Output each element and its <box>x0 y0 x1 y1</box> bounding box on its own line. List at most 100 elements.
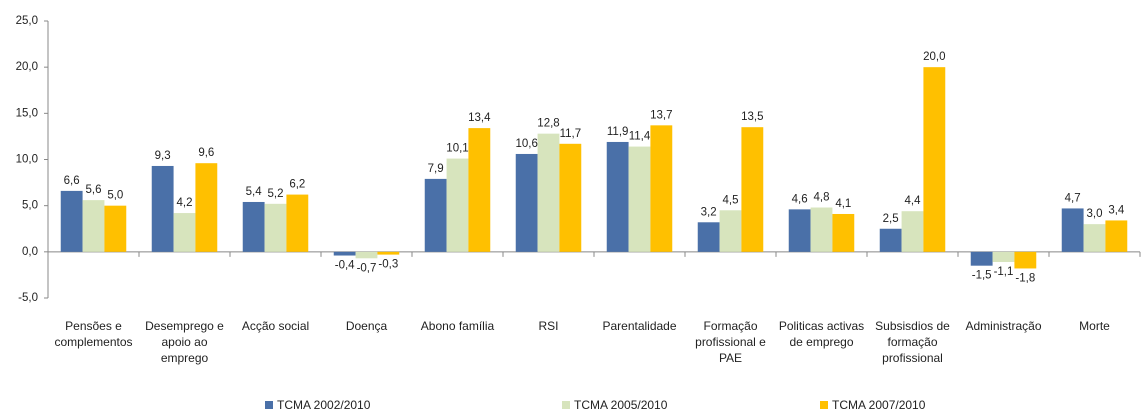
x-tick-label: Desemprego e apoio ao emprego <box>145 319 224 365</box>
bar <box>719 210 742 252</box>
bar <box>286 194 309 252</box>
bar <box>992 251 1015 262</box>
bar <box>628 146 651 252</box>
bar <box>1014 251 1037 269</box>
value-label: 20,0 <box>923 51 945 63</box>
bar <box>264 203 287 252</box>
value-label: 4,4 <box>905 195 922 207</box>
bar <box>355 251 378 259</box>
value-label: 11,4 <box>629 131 651 143</box>
x-tick-label: Morte <box>1079 319 1110 333</box>
bar <box>515 153 538 252</box>
y-tick-label: 10,0 <box>16 154 38 166</box>
x-tick-label: Parentalidade <box>602 319 677 333</box>
legend-item: TCMA 2002/2010 <box>265 398 370 412</box>
bar <box>242 201 265 252</box>
bar <box>741 127 764 252</box>
y-tick-label: 20,0 <box>16 61 38 73</box>
value-label: 6,2 <box>289 179 305 191</box>
bar <box>424 178 447 252</box>
bar <box>901 211 924 252</box>
x-tick-label: Abono família <box>420 319 495 333</box>
bar <box>151 165 174 252</box>
legend-swatch <box>562 401 570 409</box>
x-tick-label: Doença <box>345 319 388 333</box>
value-label: 3,4 <box>1108 204 1125 216</box>
legend-label: TCMA 2007/2010 <box>832 398 926 412</box>
value-label: 4,2 <box>177 197 193 209</box>
x-tick-label: Politicas activas de emprego <box>778 319 865 349</box>
value-label: 9,6 <box>198 147 214 159</box>
bar <box>923 67 946 252</box>
x-tick-label: Acção social <box>241 319 310 333</box>
value-label: 12,8 <box>537 118 559 130</box>
value-label: -1,5 <box>972 270 992 282</box>
value-label: 6,6 <box>64 175 80 187</box>
legend-item: TCMA 2005/2010 <box>562 398 667 412</box>
y-tick-label: 0,0 <box>22 246 38 258</box>
value-label: 13,4 <box>468 112 491 124</box>
value-label: 13,7 <box>650 109 672 121</box>
legend-swatch <box>265 401 273 409</box>
value-label: 7,9 <box>428 163 444 175</box>
bar <box>333 251 356 256</box>
bar <box>537 133 560 252</box>
bar <box>697 222 720 252</box>
value-label: 3,0 <box>1087 208 1103 220</box>
bar <box>970 251 993 266</box>
value-label: -1,8 <box>1015 272 1035 284</box>
bar <box>879 228 902 252</box>
value-label: 11,7 <box>560 128 582 140</box>
bar <box>832 213 855 252</box>
value-label: -0,7 <box>357 262 377 274</box>
y-tick-label: 5,0 <box>22 200 38 212</box>
value-label: 13,5 <box>741 111 763 123</box>
bar <box>788 209 811 252</box>
y-tick-label: 25,0 <box>16 15 38 27</box>
value-label: 3,2 <box>701 206 717 218</box>
value-label: 10,6 <box>515 138 537 150</box>
bar <box>195 163 218 252</box>
x-tick-label: Subsisdios de formação profissional <box>875 319 950 365</box>
value-label: -0,3 <box>378 259 398 271</box>
bar <box>60 190 83 252</box>
value-label: 5,2 <box>268 188 284 200</box>
value-label: -0,4 <box>335 260 355 272</box>
bar <box>1083 224 1106 252</box>
x-tick-label: Administração <box>965 319 1042 333</box>
value-label: 5,6 <box>86 184 102 196</box>
legend-label: TCMA 2005/2010 <box>574 398 668 412</box>
bar <box>559 143 582 252</box>
x-tick-label: Pensões e complementos <box>54 319 133 349</box>
legend-swatch <box>820 401 828 409</box>
bar <box>173 213 196 252</box>
value-label: 4,8 <box>814 192 830 204</box>
bar <box>82 200 105 252</box>
bar <box>1061 208 1084 252</box>
x-tick-label: RSI <box>538 319 559 333</box>
value-label: 10,1 <box>446 143 468 155</box>
y-tick-label: -5,0 <box>18 292 38 304</box>
value-label: 4,5 <box>723 194 739 206</box>
x-tick-label: Formação profissional e PAE <box>695 319 766 365</box>
bar <box>468 128 491 252</box>
value-label: 5,0 <box>107 190 123 202</box>
value-label: 4,7 <box>1065 192 1081 204</box>
bar <box>650 125 673 252</box>
bar <box>810 207 833 252</box>
legend-label: TCMA 2002/2010 <box>277 398 371 412</box>
bar <box>1105 220 1128 252</box>
value-label: 2,5 <box>883 213 899 225</box>
bar <box>104 205 127 252</box>
y-tick-label: 15,0 <box>16 107 38 119</box>
bar <box>377 251 400 255</box>
value-label: 11,9 <box>607 126 629 138</box>
value-label: 4,1 <box>835 198 851 210</box>
value-label: 4,6 <box>792 193 808 205</box>
value-label: -1,1 <box>994 266 1014 278</box>
legend-item: TCMA 2007/2010 <box>820 398 925 412</box>
value-label: 9,3 <box>155 150 171 162</box>
value-label: 5,4 <box>246 186 263 198</box>
